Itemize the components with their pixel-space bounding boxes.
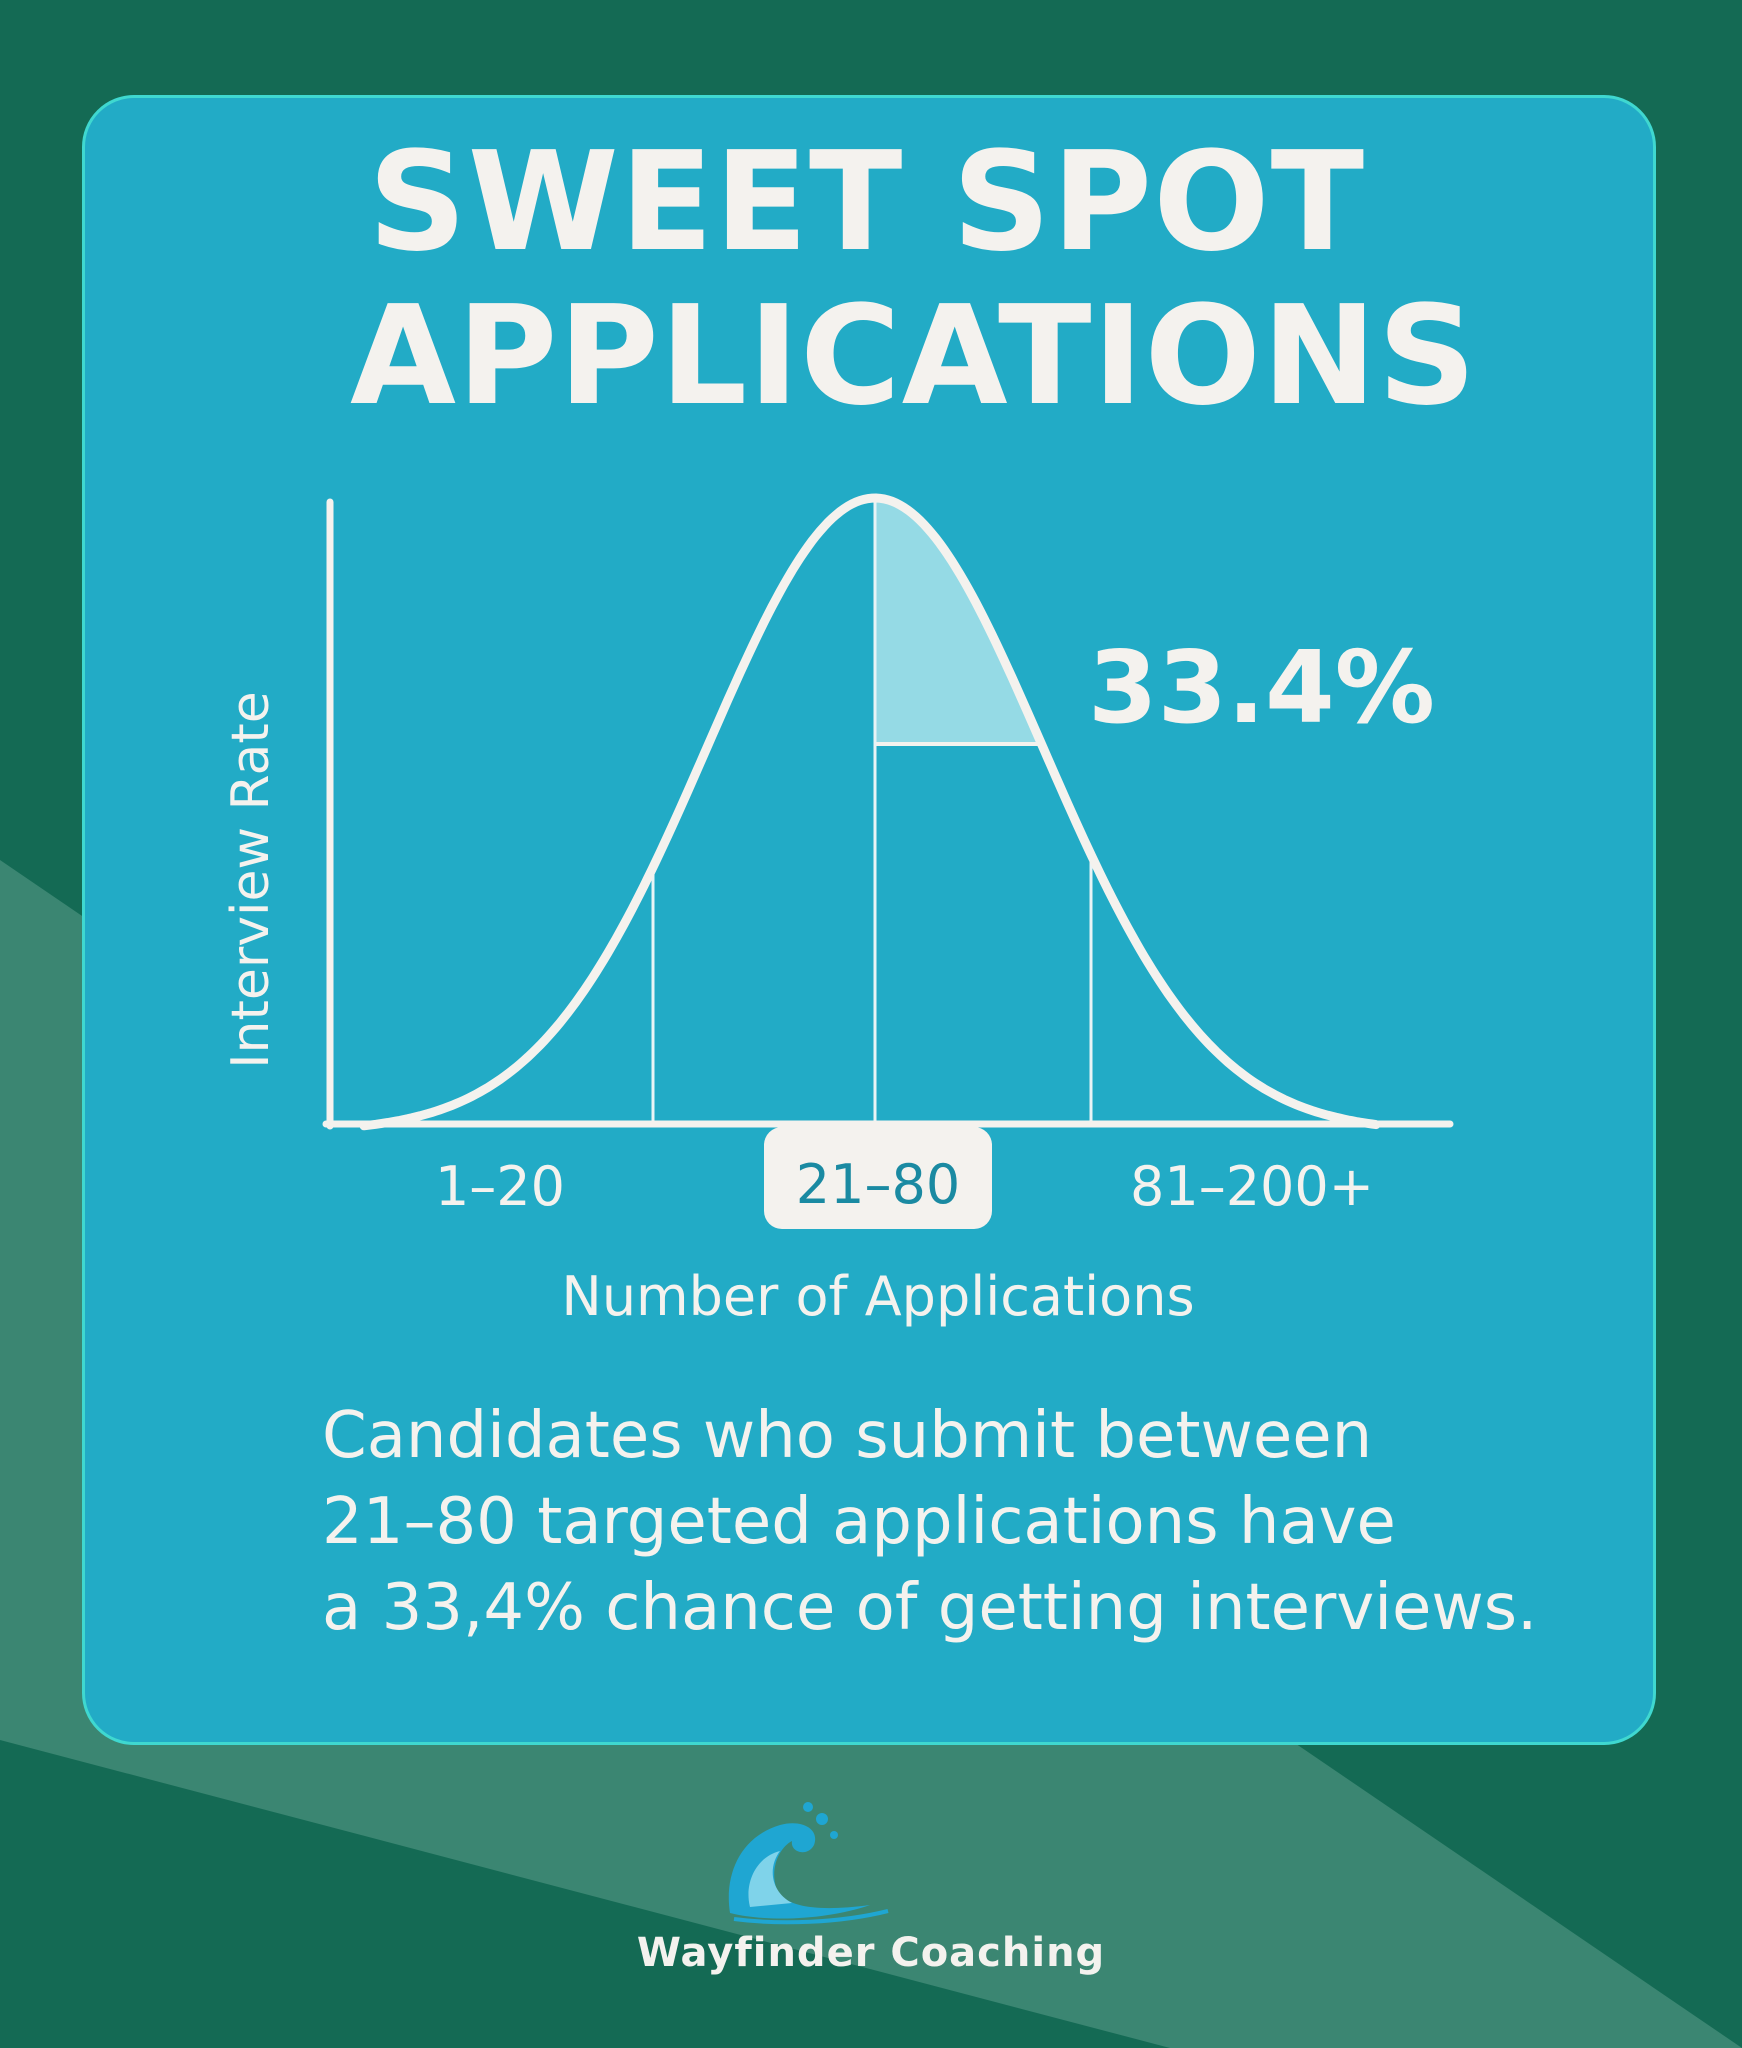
tick-label-3: 81–200+ — [1130, 1155, 1374, 1218]
bell-curve-line — [359, 493, 1381, 1131]
caption-line-3: a 33,4% chance of getting interviews. — [322, 1571, 1538, 1645]
title-line-2: APPLICATIONS — [350, 277, 1478, 436]
caption-line-2: 21–80 targeted applications have — [322, 1485, 1396, 1559]
bell-curve-chart: Interview Rate 33.4% 1–20 21–80 81–200+ … — [221, 493, 1454, 1328]
brand-name: Wayfinder Coaching — [636, 1930, 1106, 1976]
wave-logo-icon — [728, 1802, 889, 1925]
highlighted-tick-badge — [764, 1127, 992, 1229]
caption-line-1: Candidates who submit between — [322, 1399, 1373, 1473]
caption: Candidates who submit between 21–80 targ… — [322, 1393, 1622, 1651]
title-line-1: SWEET SPOT — [368, 123, 1366, 282]
callout-value: 33.4% — [1088, 629, 1435, 746]
x-axis-label: Number of Applications — [561, 1265, 1194, 1328]
infographic-card — [82, 95, 1656, 1745]
tick-label-1: 1–20 — [435, 1155, 565, 1218]
highlight-area — [875, 498, 1042, 744]
y-axis-label: Interview Rate — [221, 691, 281, 1069]
tick-label-2: 21–80 — [796, 1153, 960, 1216]
